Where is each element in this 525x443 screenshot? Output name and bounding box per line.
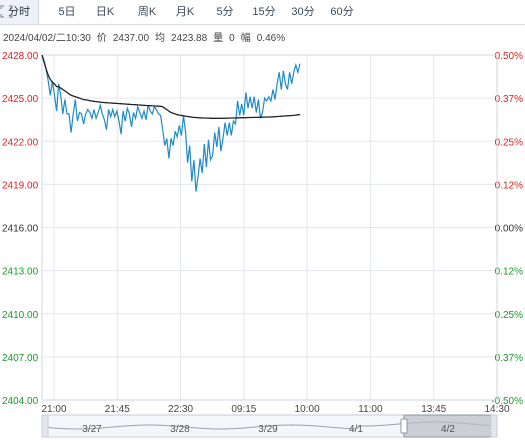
tab-6[interactable]: 15分 <box>252 6 276 18</box>
y-tick-left: 2419.00 <box>2 180 39 191</box>
y-tick-right: 0.12% <box>495 180 523 191</box>
tab-3[interactable]: 周K <box>137 6 157 18</box>
plot-frame <box>41 54 498 401</box>
x-tick: 21:00 <box>41 404 66 415</box>
y-tick-left: 2404.00 <box>2 396 39 407</box>
quote-info-bar: 2024/04/02/二10:30 价 2437.00 均 2423.88 量 0 幅 0.46… <box>3 29 291 44</box>
y-tick-right: 0.37% <box>495 94 523 105</box>
y-tick-left: 2425.00 <box>2 94 39 105</box>
y-tick-left: 2407.00 <box>2 353 39 364</box>
tab-7[interactable]: 30分 <box>291 6 315 18</box>
volume-label: 量 <box>213 33 224 44</box>
y-tick-left: 2422.00 <box>2 137 39 148</box>
navigator-handle[interactable] <box>490 418 498 434</box>
navigator-label: 4/2 <box>441 424 455 435</box>
navigator-label: 4/1 <box>349 424 363 435</box>
navigator-track <box>41 414 498 438</box>
y-tick-right: 0.50% <box>495 51 523 62</box>
x-tick: 21:45 <box>105 404 130 415</box>
volume-value: 0 <box>229 33 235 44</box>
average-line <box>41 54 301 119</box>
tab-0[interactable]: 分时 <box>0 0 39 24</box>
price-line <box>41 54 301 192</box>
y-tick-left: 2428.00 <box>2 51 39 62</box>
change-label: 幅 <box>240 33 251 44</box>
navigator-selection <box>403 414 495 438</box>
tab-1[interactable]: 5日 <box>58 6 76 18</box>
navigator-right-arrow[interactable] <box>490 414 498 438</box>
x-tick: 09:15 <box>231 404 256 415</box>
tab-8[interactable]: 60分 <box>330 6 354 18</box>
y-tick-right: 0.25% <box>495 137 523 148</box>
price-label: 价 <box>96 33 107 44</box>
navigator-label: 3/28 <box>170 424 190 435</box>
y-tick-left: 2416.00 <box>2 224 39 235</box>
navigator-label: 3/29 <box>258 424 278 435</box>
period-tabs: 分时 5日 日K 周K 月K 5分 15分 30分 60分 <box>0 0 525 25</box>
change-value: 0.46% <box>256 33 286 44</box>
y-tick-right: 0.25% <box>495 310 523 321</box>
y-tick-left: 2410.00 <box>2 310 39 321</box>
tab-5[interactable]: 5分 <box>216 6 234 18</box>
tab-4[interactable]: 月K <box>175 6 195 18</box>
navigator-label: 3/27 <box>82 424 102 435</box>
tab-2[interactable]: 日K <box>95 6 115 18</box>
fullscreen-icon[interactable] <box>0 5 13 18</box>
x-tick: 11:00 <box>358 404 383 415</box>
x-tick: 14:30 <box>484 404 509 415</box>
avg-label: 均 <box>155 33 166 44</box>
y-tick-left: 2413.00 <box>2 267 39 278</box>
x-tick: 10:00 <box>295 404 320 415</box>
y-tick-right: 0.12% <box>495 267 523 278</box>
quote-datetime: 2024/04/02/二10:30 <box>3 33 91 44</box>
x-tick: 13:45 <box>421 404 446 415</box>
y-tick-right: 0.00% <box>495 224 523 235</box>
navigator-sparkline <box>41 421 498 430</box>
y-tick-right: -0.50% <box>491 396 523 407</box>
navigator-left-arrow[interactable] <box>41 414 49 438</box>
avg-value: 2423.88 <box>171 33 208 44</box>
navigator-handle[interactable] <box>400 418 408 434</box>
x-tick: 22:30 <box>168 404 193 415</box>
price-value: 2437.00 <box>112 33 150 44</box>
y-tick-right: 0.37% <box>495 353 523 364</box>
